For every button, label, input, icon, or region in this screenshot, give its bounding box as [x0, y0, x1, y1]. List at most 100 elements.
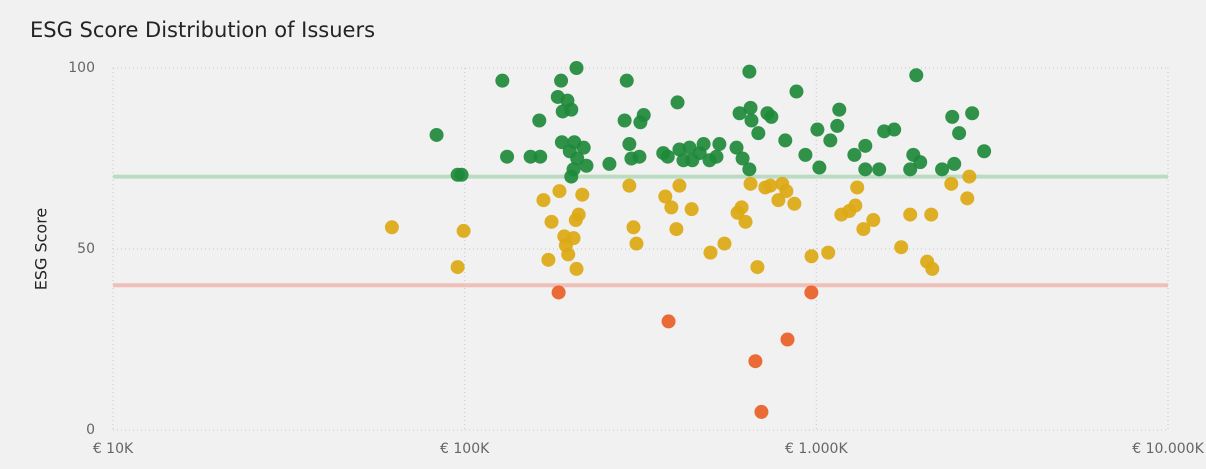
scatter-point: [457, 224, 471, 238]
scatter-point: [789, 85, 803, 99]
scatter-point: [554, 74, 568, 88]
scatter-point: [962, 170, 976, 184]
scatter-point: [577, 141, 591, 155]
scatter-point: [742, 162, 756, 176]
scatter-point: [500, 150, 514, 164]
scatter-point: [552, 184, 566, 198]
x-tick-label: € 10.000K: [1132, 441, 1204, 457]
scatter-point: [735, 200, 749, 214]
scatter-point: [778, 133, 792, 147]
scatter-point: [575, 188, 589, 202]
scatter-point: [812, 161, 826, 175]
scatter-point: [672, 179, 686, 193]
scatter-point: [965, 106, 979, 120]
scatter-point: [858, 162, 872, 176]
scatter-point: [561, 247, 575, 261]
scatter-point: [637, 108, 651, 122]
scatter-point: [887, 123, 901, 137]
scatter-point: [750, 260, 764, 274]
scatter-point: [977, 144, 991, 158]
scatter-point: [779, 184, 793, 198]
scatter-point: [805, 249, 819, 263]
x-tick-label: € 100K: [440, 441, 490, 457]
scatter-point: [781, 333, 795, 347]
scatter-point: [952, 126, 966, 140]
scatter-point: [685, 202, 699, 216]
scatter-point: [913, 155, 927, 169]
scatter-point: [385, 220, 399, 234]
page: {"chart_data": { "type": "scatter", "tit…: [0, 0, 1206, 465]
scatter-point: [552, 285, 566, 299]
background: [0, 0, 1206, 465]
scatter-point: [850, 180, 864, 194]
scatter-point: [821, 246, 835, 260]
scatter-point: [744, 177, 758, 191]
scatter-point: [703, 246, 717, 260]
scatter-point: [823, 133, 837, 147]
scatter-point: [564, 170, 578, 184]
scatter-point: [430, 128, 444, 142]
scatter-point: [960, 191, 974, 205]
scatter-point: [894, 240, 908, 254]
scatter-point: [742, 65, 756, 79]
scatter-point: [804, 285, 818, 299]
scatter-point: [832, 103, 846, 117]
scatter-point: [532, 113, 546, 127]
scatter-point: [709, 150, 723, 164]
scatter-point: [810, 123, 824, 137]
scatter-point: [569, 213, 583, 227]
scatter-point: [664, 200, 678, 214]
chart-title: ESG Score Distribution of Issuers: [30, 18, 375, 42]
scatter-point: [632, 150, 646, 164]
scatter-point: [924, 208, 938, 222]
scatter-point: [661, 150, 675, 164]
scatter-point: [671, 95, 685, 109]
scatter-point: [925, 262, 939, 276]
scatter-point: [570, 61, 584, 75]
scatter-point: [495, 74, 509, 88]
scatter-point: [712, 137, 726, 151]
scatter-point: [626, 220, 640, 234]
scatter-point: [629, 237, 643, 251]
scatter-point: [579, 159, 593, 173]
scatter-point: [947, 157, 961, 171]
x-tick-label: € 10K: [93, 441, 134, 457]
scatter-point: [536, 193, 550, 207]
scatter-point: [620, 74, 634, 88]
scatter-point: [533, 150, 547, 164]
scatter-point: [622, 137, 636, 151]
scatter-point: [669, 222, 683, 236]
scatter-point: [751, 126, 765, 140]
scatter-point: [847, 148, 861, 162]
scatter-point: [763, 179, 777, 193]
y-tick-label: 0: [86, 422, 95, 438]
scatter-point: [748, 354, 762, 368]
scatter-point: [935, 162, 949, 176]
scatter-point: [798, 148, 812, 162]
scatter-point: [754, 405, 768, 419]
scatter-point: [744, 101, 758, 115]
scatter-point: [830, 119, 844, 133]
scatter-point: [787, 197, 801, 211]
scatter-point: [541, 253, 555, 267]
scatter-point: [455, 168, 469, 182]
y-tick-label: 50: [77, 241, 95, 257]
scatter-point: [872, 162, 886, 176]
scatter-point: [618, 113, 632, 127]
scatter-point: [662, 314, 676, 328]
chart: ESG Score Distribution of Issuers ESG Sc…: [0, 0, 1206, 465]
scatter-point: [570, 262, 584, 276]
scatter-point: [697, 137, 711, 151]
scatter-point: [945, 110, 959, 124]
scatter-point: [903, 208, 917, 222]
y-tick-label: 100: [68, 60, 95, 76]
scatter-point: [858, 139, 872, 153]
scatter-point: [739, 215, 753, 229]
scatter-point: [567, 231, 581, 245]
scatter-point: [717, 237, 731, 251]
scatter-point: [866, 213, 880, 227]
scatter-point: [545, 215, 559, 229]
scatter-point: [764, 110, 778, 124]
scatter-point: [744, 113, 758, 127]
y-axis-title: ESG Score: [32, 208, 51, 291]
